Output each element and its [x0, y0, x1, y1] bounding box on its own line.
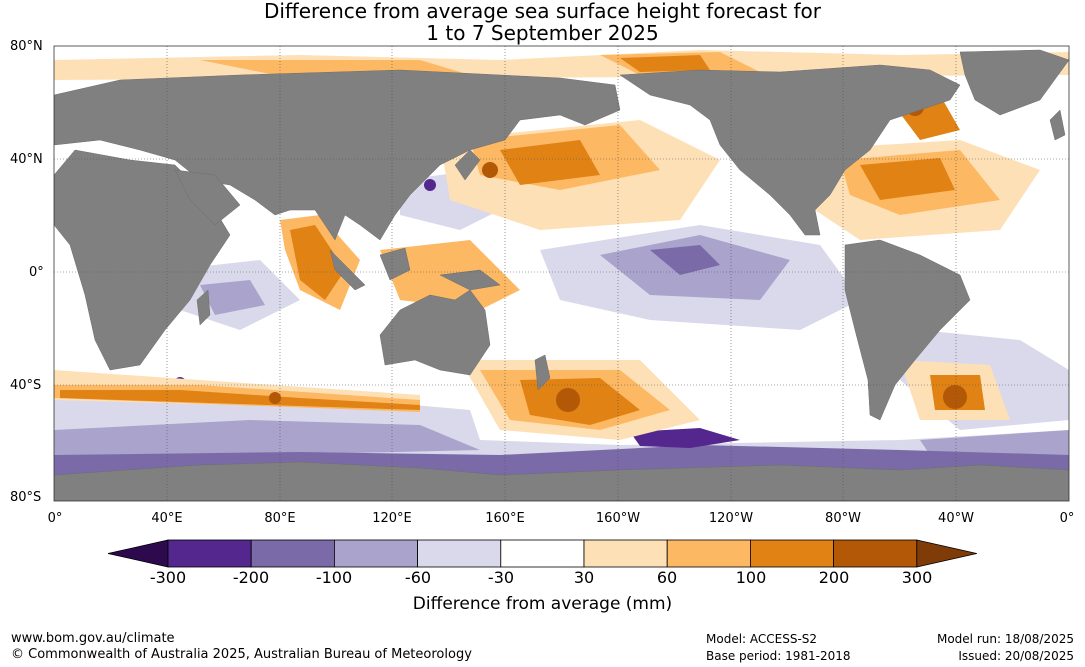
colorbar-segment [333, 539, 418, 568]
lon-label-120w: 120°W [708, 511, 754, 526]
colorbar-tick: 300 [901, 568, 933, 587]
colorbar-tick: 100 [735, 568, 767, 587]
lon-label-40w: 40°W [938, 511, 974, 526]
colorbar-tick: -200 [232, 568, 270, 587]
sumatra-land [329, 249, 366, 291]
antarctica-land [54, 461, 1069, 501]
greenland-land [959, 49, 1069, 116]
map-title-line-2: 1 to 7 September 2025 [426, 21, 659, 45]
lon-label-0-east: 0° [1059, 511, 1075, 526]
australia-land [379, 289, 491, 376]
arabia-land [174, 169, 241, 226]
footer-url: www.bom.gov.au/climate [11, 631, 175, 646]
graticule [54, 46, 1069, 501]
land-masses [54, 49, 1069, 501]
positive-anomaly-extreme [269, 98, 967, 412]
new-zealand-land [534, 354, 551, 391]
colorbar-segment [167, 539, 252, 568]
footer-model-run: Model run: 18/08/2025 [936, 632, 1074, 646]
colorbar-extend-high [916, 539, 977, 568]
lon-label-160e: 160°E [485, 511, 525, 526]
lat-label-40s: 40°S [10, 378, 42, 393]
lon-label-80e: 80°E [264, 511, 296, 526]
footer-issued: Issued: 20/08/2025 [958, 649, 1074, 663]
colorbar-title: Difference from average (mm) [412, 594, 673, 614]
lon-label-160w: 160°W [595, 511, 641, 526]
lon-label-80w: 80°W [825, 511, 861, 526]
colorbar-tick: 60 [656, 568, 678, 587]
footer-base-period: Base period: 1981-2018 [706, 649, 851, 663]
new-guinea-land [439, 269, 501, 291]
lon-label-120e: 120°E [372, 511, 412, 526]
lat-label-80n: 80°N [10, 39, 43, 54]
colorbar-segment [417, 539, 502, 568]
lat-label-0: 0° [29, 265, 44, 280]
map-title-line-1: Difference from average sea surface heig… [263, 0, 822, 23]
colorbar-tick: -60 [404, 568, 432, 587]
colorbar-tick: -300 [149, 568, 187, 587]
lat-label-80s: 80°S [10, 490, 42, 505]
footer-copyright: © Commonwealth of Australia 2025, Austra… [11, 647, 472, 662]
colorbar-extend-low [107, 539, 169, 568]
colorbar-segment [250, 539, 335, 568]
lat-label-40n: 40°N [10, 152, 43, 167]
lon-label-40e: 40°E [151, 511, 183, 526]
colorbar-tick: -100 [315, 568, 353, 587]
japan-land [454, 149, 481, 181]
map-frame [53, 45, 1070, 502]
colorbar-segment [750, 539, 835, 568]
uk-land [1049, 109, 1066, 141]
footer-model: Model: ACCESS-S2 [706, 632, 818, 646]
madagascar-land [196, 289, 211, 326]
lon-label-0: 0° [47, 511, 63, 526]
negative-anomaly-strong [54, 235, 1069, 470]
colorbar-segment [666, 539, 751, 568]
north-america-land [619, 64, 961, 236]
africa-land [54, 149, 231, 371]
eurasia-land [54, 69, 621, 241]
south-america-land [844, 239, 971, 421]
colorbar-tick: 200 [818, 568, 850, 587]
colorbar-segment [833, 539, 918, 568]
colorbar-tick: -30 [487, 568, 515, 587]
colorbar-segment [583, 539, 668, 568]
colorbar-segment [500, 539, 585, 568]
colorbar-tick: 30 [573, 568, 595, 587]
